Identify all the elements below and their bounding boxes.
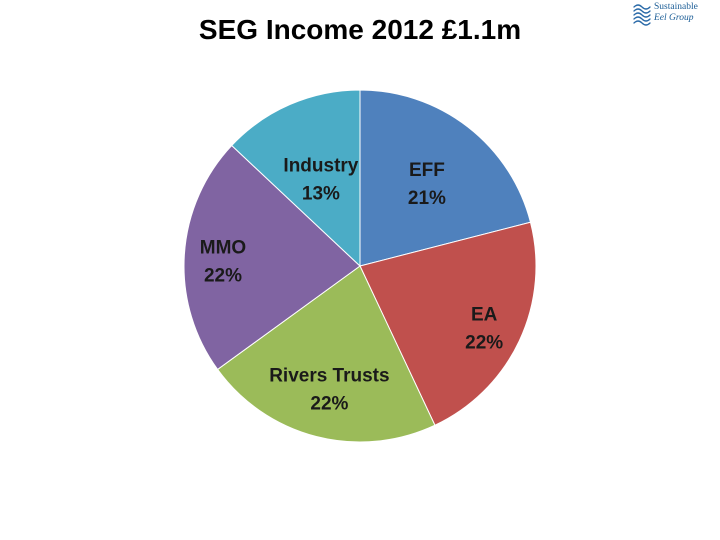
logo-text: Sustainable Eel Group xyxy=(654,2,720,24)
slice-value-label: 22% xyxy=(465,333,503,354)
pie-slice-ea xyxy=(359,221,537,426)
slice-label: EFF xyxy=(409,160,445,181)
slice-label: Rivers Trusts xyxy=(269,365,389,386)
slice-value-label: 21% xyxy=(408,188,446,209)
logo-line-2: Eel Group xyxy=(654,13,694,23)
slice-label: EA xyxy=(471,305,498,326)
pie-slice-rivers-trusts xyxy=(216,265,436,443)
logo-line-1: Sustainable xyxy=(654,2,698,12)
slice-value-label: 13% xyxy=(302,184,340,205)
pie-slice-mmo xyxy=(183,144,361,371)
pie-slice-eff xyxy=(359,89,532,267)
chart-title: SEG Income 2012 £1.1m xyxy=(198,14,522,45)
slice-label: MMO xyxy=(200,237,246,258)
slice-label: Industry xyxy=(283,156,358,177)
pie-slice-industry xyxy=(230,89,361,268)
slice-value-label: 22% xyxy=(204,265,242,286)
slice-value-label: 22% xyxy=(310,393,348,414)
wave-logo-icon xyxy=(633,4,651,26)
sustainable-eel-group-logo: Sustainable Eel Group xyxy=(632,2,720,34)
